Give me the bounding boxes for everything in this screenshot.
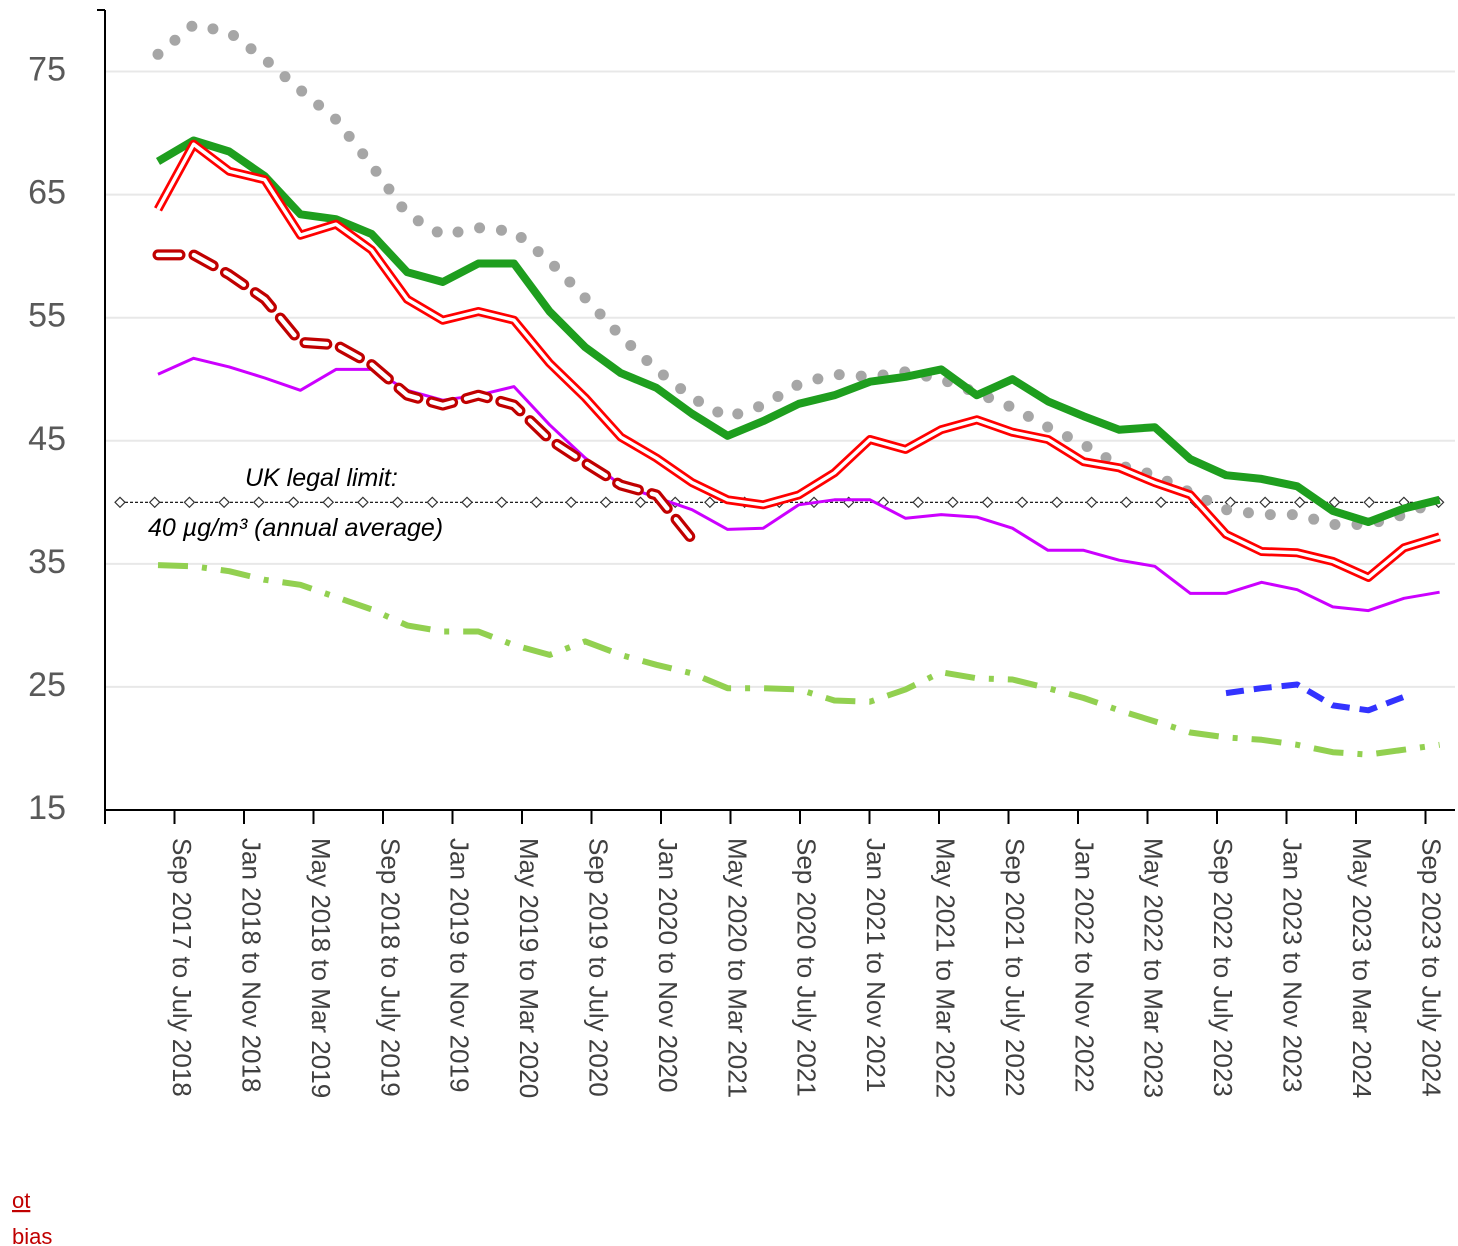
reference-marker [530,496,543,509]
series-line [1225,681,1406,714]
reference-marker [461,496,473,509]
x-tick-label: Sep 2023 to July 2024 [1416,838,1446,1097]
x-tick-label: Jan 2022 to Nov 2022 [1069,838,1099,1092]
reference-marker [565,496,577,509]
series-line [155,136,1441,526]
y-tick-label: 65 [28,174,66,212]
reference-marker [704,496,716,509]
x-tick-label: Jan 2019 to Nov 2019 [445,838,475,1092]
x-tick-label: May 2021 to Mar 2022 [931,838,961,1098]
reference-marker [218,496,230,509]
reference-marker [946,496,959,509]
reference-marker [1085,496,1098,509]
x-tick-label: May 2022 to Mar 2023 [1139,838,1169,1098]
x-tick-label: Jan 2018 to Nov 2018 [237,838,267,1092]
x-tick-label: Jan 2020 to Nov 2020 [653,838,683,1092]
reference-marker [495,496,508,509]
link[interactable]: ot [12,1188,30,1213]
link[interactable]: bias [12,1224,52,1246]
x-tick-label: May 2018 to Mar 2019 [306,838,336,1098]
y-tick-label: 25 [28,666,66,704]
x-tick-label: Sep 2017 to July 2018 [167,838,197,1097]
reference-marker [1259,496,1271,509]
annotation: 40 µg/m³ (annual average) [148,514,443,542]
reference-marker [599,496,612,509]
y-tick-label: 15 [28,789,66,827]
y-tick-label: 45 [28,420,66,458]
series-line [152,19,1446,530]
reference-marker [287,496,300,509]
reference-marker [669,496,682,509]
reference-marker [357,496,369,509]
series-line [152,249,698,545]
reference-marker [1120,496,1133,509]
x-tick-label: Sep 2021 to July 2022 [1000,838,1030,1097]
y-tick-label: 55 [28,297,66,335]
reference-marker [391,496,404,509]
reference-marker [1363,496,1376,509]
x-tick-label: Sep 2022 to July 2023 [1208,838,1238,1097]
reference-marker [183,496,196,509]
x-tick-label: Sep 2019 to July 2020 [584,838,614,1097]
reference-marker [322,496,335,509]
y-tick-label: 75 [28,51,66,89]
reference-marker [634,496,647,509]
x-tick-label: Sep 2018 to July 2019 [375,838,405,1097]
reference-marker [1051,496,1063,509]
reference-marker [1293,496,1306,509]
x-tick-label: May 2023 to Mar 2024 [1347,838,1377,1098]
reference-marker [1328,496,1341,509]
series-line [157,562,1441,758]
series-line [156,142,1441,580]
reference-marker [1016,496,1029,509]
x-tick-label: May 2020 to Mar 2021 [722,838,752,1098]
series-line [155,252,695,542]
reference-marker [114,496,126,509]
x-tick-label: May 2019 to Mar 2020 [514,838,544,1098]
reference-marker [912,496,924,509]
reference-marker [426,496,439,509]
x-tick-label: Jan 2021 to Nov 2021 [861,838,891,1092]
reference-marker [1155,496,1167,509]
reference-marker [981,496,994,509]
reference-marker [252,496,265,509]
x-tick-label: Jan 2023 to Nov 2023 [1278,838,1308,1092]
x-tick-label: Sep 2020 to July 2021 [792,838,822,1097]
annotation: UK legal limit: [245,464,398,492]
y-tick-label: 35 [28,543,66,581]
reference-marker [148,496,161,509]
